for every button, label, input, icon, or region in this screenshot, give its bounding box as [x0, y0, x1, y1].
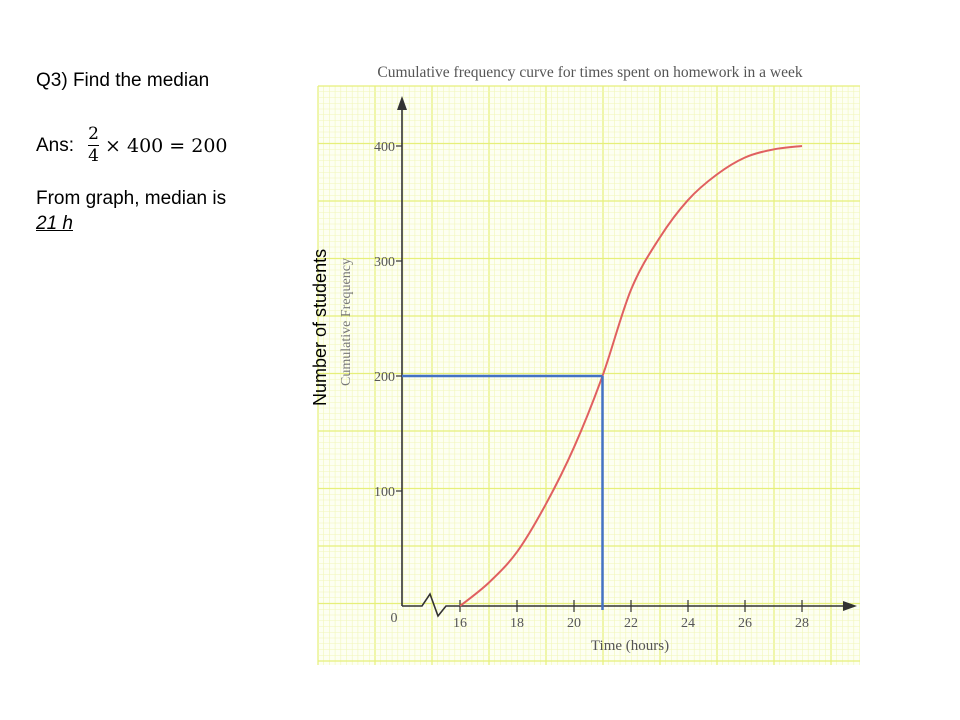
x-axis-label: Time (hours) [591, 638, 669, 654]
cumulative-frequency-curve [459, 145, 803, 607]
conclusion-text: From graph, median is [36, 188, 227, 209]
answer-label: Ans: [36, 134, 75, 156]
y-tick-label: 300 [374, 255, 395, 270]
axis-ticks: 0 16 18 20 22 24 26 28 100 200 300 400 [374, 140, 809, 631]
answer-expression: 2 4 × 400 = 200 [88, 126, 228, 165]
x-tick-label: 16 [453, 616, 467, 631]
x-tick-label: 0 [391, 611, 398, 626]
x-tick-label: 22 [624, 616, 638, 631]
answer-line: Ans: 2 4 × 400 = 200 [36, 126, 228, 165]
y-axis-overlay-label: Number of students [310, 248, 330, 407]
x-tick-label: 20 [567, 616, 581, 631]
fraction-denominator: 4 [88, 146, 99, 166]
y-tick-label: 400 [374, 140, 395, 155]
median-guide-lines [402, 374, 604, 610]
fraction-bar [88, 145, 100, 146]
chart-axes [397, 96, 857, 618]
x-tick-label: 18 [510, 616, 524, 631]
y-tick-label: 100 [374, 485, 395, 500]
median-result: 21 h [36, 213, 73, 234]
expression-rest: × 400 = 200 [105, 134, 228, 157]
fraction: 2 4 [88, 124, 100, 166]
conclusion: From graph, median is 21 h [36, 186, 226, 236]
fraction-numerator: 2 [88, 124, 99, 144]
chart-title: Cumulative frequency curve for times spe… [377, 64, 803, 81]
y-axis-label: Cumulative Frequency [339, 258, 354, 386]
y-tick-label: 200 [374, 370, 395, 385]
x-tick-label: 28 [795, 616, 809, 631]
x-tick-label: 24 [681, 616, 695, 631]
question-title: Q3) Find the median [36, 70, 210, 91]
x-tick-label: 26 [738, 616, 752, 631]
